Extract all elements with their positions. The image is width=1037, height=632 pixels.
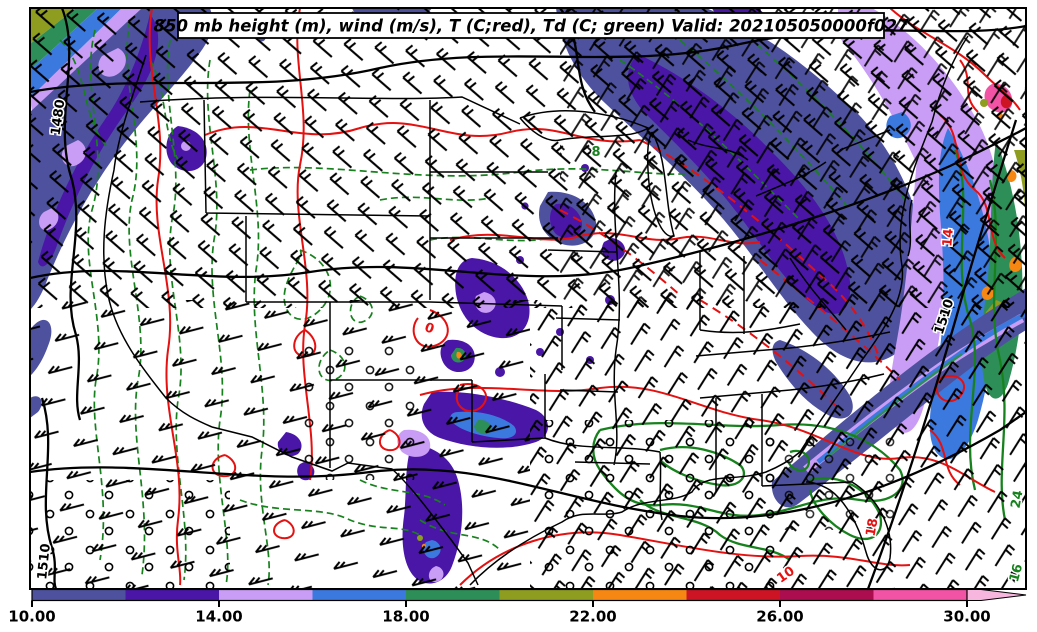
colorbar: 10.00 14.00 18.00 22.00 26.00 30.00: [8, 588, 1027, 626]
colorbar-segment: [873, 589, 968, 601]
calm-circle-layer: [30, 340, 900, 589]
colorbar-segment: [593, 589, 688, 601]
colorbar-tick-label: 30.00: [943, 608, 990, 626]
dewpoint-contour-label: 8: [591, 145, 600, 160]
colorbar-segment: [780, 589, 875, 601]
colorbar-segment: [125, 589, 220, 601]
wind-barb-layer: [30, 8, 1026, 589]
title-box: 850 mb height (m), wind (m/s), T (C;red)…: [154, 12, 909, 39]
colorbar-segment: [32, 589, 127, 601]
colorbar-outline: [31, 588, 968, 602]
colorbar-over-arrow: [966, 589, 1027, 601]
chart-title: 850 mb height (m), wind (m/s), T (C;red)…: [154, 17, 909, 36]
colorbar-segment: [499, 589, 594, 601]
colorbar-tick-label: 18.00: [382, 608, 429, 626]
height-contour-label: 1480: [49, 99, 69, 137]
colorbar-segment: [312, 589, 407, 601]
height-contour-label: 1510: [35, 543, 54, 581]
colorbar-tick-label: 26.00: [756, 608, 803, 626]
colorbar-tick-label: 22.00: [569, 608, 616, 626]
map-area: 1480 1510 1510 0 10 14 18 8 16 24: [30, 8, 1027, 589]
colorbar-tick-label: 14.00: [195, 608, 242, 626]
colorbar-segment: [686, 589, 781, 601]
temperature-contour-label: 14: [940, 228, 957, 247]
dewpoint-contour-label: 24: [1009, 489, 1027, 509]
colorbar-segment: [219, 589, 314, 601]
dewpoint-contour-label: 16: [1007, 562, 1026, 583]
colorbar-tick-label: 10.00: [8, 608, 55, 626]
colorbar-segment: [406, 589, 501, 601]
temperature-contour-label: 18: [864, 517, 882, 537]
title-box-rect: [177, 12, 885, 39]
